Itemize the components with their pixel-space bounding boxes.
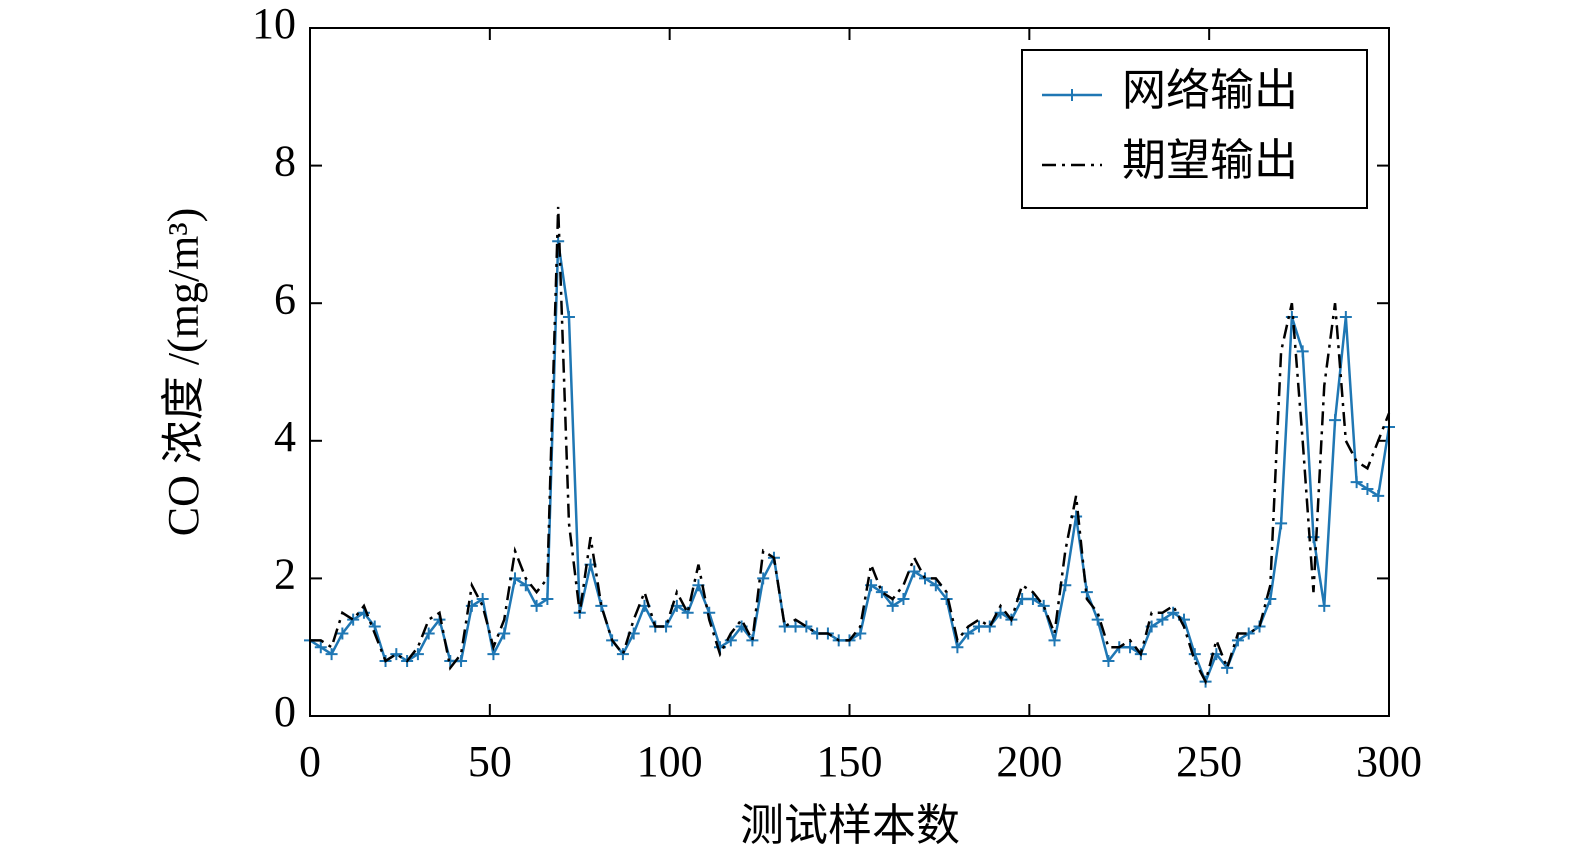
x-tick-label: 250 xyxy=(1176,737,1242,786)
point-marker xyxy=(1188,648,1201,661)
x-tick-label: 50 xyxy=(468,737,512,786)
point-marker xyxy=(800,620,813,633)
point-marker xyxy=(336,627,349,640)
point-marker xyxy=(541,593,554,606)
point-marker xyxy=(1048,634,1061,647)
point-marker xyxy=(476,593,489,606)
point-marker xyxy=(951,641,964,654)
point-marker xyxy=(498,627,511,640)
point-marker xyxy=(1167,606,1180,619)
point-marker xyxy=(908,565,921,578)
x-axis-label: 测试样本数 xyxy=(740,801,960,850)
x-tick-label: 200 xyxy=(996,737,1062,786)
y-tick-label: 8 xyxy=(274,137,296,186)
x-tick-label: 100 xyxy=(637,737,703,786)
y-tick-label: 6 xyxy=(274,274,296,323)
point-marker xyxy=(1080,586,1093,599)
y-tick-label: 4 xyxy=(274,412,296,461)
point-marker xyxy=(1275,517,1288,530)
point-marker xyxy=(616,648,629,661)
point-marker xyxy=(1329,414,1342,427)
point-marker xyxy=(1361,482,1374,495)
y-axis-label: CO 浓度 /(mg/m³) xyxy=(159,208,208,537)
legend-label: 期望输出 xyxy=(1122,136,1298,185)
series-line xyxy=(309,241,1391,686)
legend-label: 网络输出 xyxy=(1122,66,1298,115)
point-marker xyxy=(983,620,996,633)
point-marker xyxy=(789,620,802,633)
point-marker xyxy=(390,648,403,661)
point-marker xyxy=(919,572,932,585)
point-marker xyxy=(422,627,435,640)
point-marker xyxy=(940,593,953,606)
y-tick-label: 2 xyxy=(274,549,296,598)
point-marker xyxy=(314,641,327,654)
legend-box xyxy=(1021,49,1368,209)
point-marker xyxy=(1318,599,1331,612)
series-line xyxy=(310,206,1391,686)
plot-frame xyxy=(309,27,1390,717)
point-marker xyxy=(1037,599,1050,612)
point-marker xyxy=(530,599,543,612)
y-tick-label: 10 xyxy=(252,0,296,48)
point-marker xyxy=(886,599,899,612)
point-marker xyxy=(897,593,910,606)
point-marker xyxy=(962,627,975,640)
point-marker xyxy=(1264,593,1277,606)
y-tick-label: 0 xyxy=(274,687,296,736)
point-marker xyxy=(1372,489,1385,502)
x-tick-label: 0 xyxy=(299,737,321,786)
legend-marker xyxy=(1066,89,1078,101)
point-marker xyxy=(972,620,985,633)
x-tick-label: 150 xyxy=(817,737,883,786)
point-marker xyxy=(1102,654,1115,667)
point-marker xyxy=(1124,641,1137,654)
x-tick-label: 300 xyxy=(1356,737,1422,786)
point-marker xyxy=(746,634,759,647)
point-marker xyxy=(778,620,791,633)
point-marker xyxy=(347,613,360,626)
point-marker xyxy=(595,599,608,612)
point-marker xyxy=(562,310,575,323)
point-marker xyxy=(1350,476,1363,489)
point-marker xyxy=(875,586,888,599)
point-marker xyxy=(757,572,770,585)
point-marker xyxy=(1296,345,1309,358)
point-marker xyxy=(1156,613,1169,626)
point-marker xyxy=(1339,310,1352,323)
point-marker xyxy=(325,648,338,661)
